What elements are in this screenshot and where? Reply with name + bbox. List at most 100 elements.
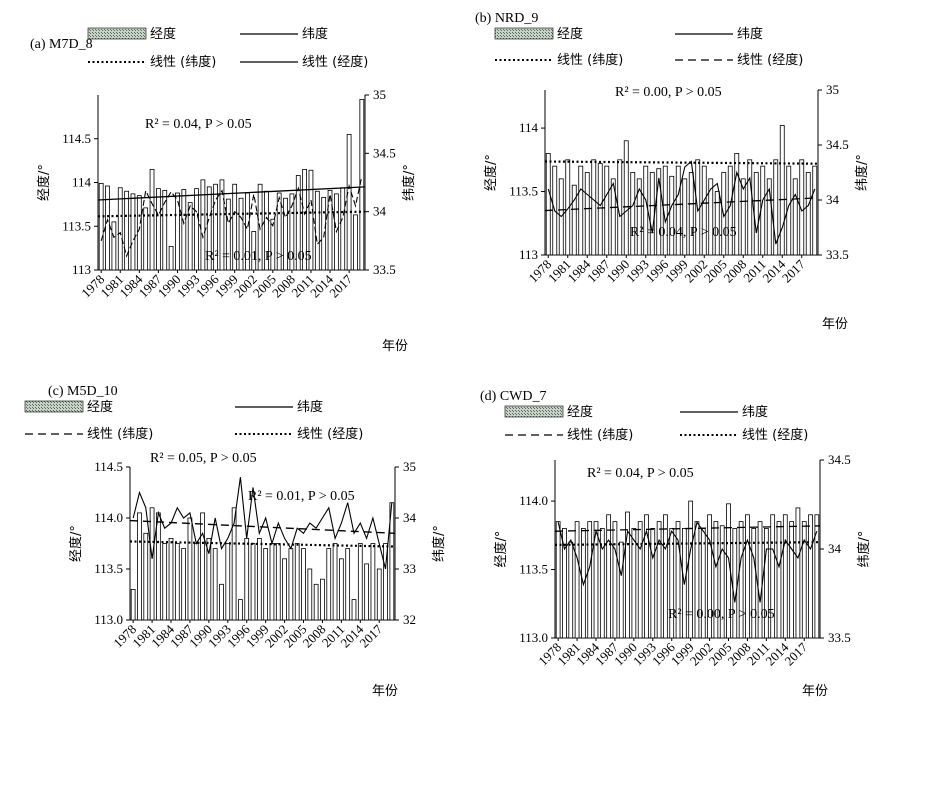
panel-title: (b) NRD_9 [475, 11, 538, 26]
bar-longitude-1994 [231, 507, 237, 621]
longitude-trend-line [97, 186, 366, 201]
bar-longitude-1997 [219, 179, 225, 271]
bar-longitude-2006 [307, 568, 313, 621]
legend-label-lat-trend: 线性 (纬度) [567, 427, 633, 443]
left-tick-label: 114.0 [519, 493, 548, 508]
bar-longitude-2012 [345, 548, 351, 621]
bar-longitude-2013 [776, 521, 782, 639]
latitude-stat: R² = 0.04, P > 0.05 [587, 466, 694, 481]
right-tick-label: 34 [826, 192, 840, 207]
bar-longitude-1983 [130, 193, 136, 271]
longitude-trend-line [554, 541, 821, 546]
bar-longitude-1979 [137, 512, 142, 621]
left-axis-label: 经度/° [68, 525, 84, 562]
right-tick-label: 33.5 [826, 247, 849, 262]
bar-longitude-2015 [789, 521, 794, 639]
bar-longitude-1999 [682, 178, 688, 256]
legend-label-lat-trend: 线性 (纬度) [150, 54, 216, 70]
right-axis-label: 纬度/° [401, 164, 417, 201]
latitude-stat: R² = 0.04, P > 0.05 [630, 225, 737, 240]
bar-longitude-2003 [708, 178, 714, 256]
left-axis-label: 经度/° [493, 531, 509, 568]
longitude-trend-line [129, 540, 396, 548]
left-tick-label: 113.5 [94, 561, 123, 576]
bar-longitude-2007 [734, 153, 740, 256]
bar-longitude-2010 [753, 172, 759, 256]
bar-longitude-1984 [168, 538, 174, 621]
latitude-stat: R² = 0.01, P > 0.05 [205, 249, 312, 264]
bar-longitude-2002 [701, 165, 707, 256]
left-tick-label: 113 [519, 247, 538, 262]
bar-longitude-1981 [574, 521, 580, 639]
longitude-stat: R² = 0.01, P > 0.05 [248, 489, 355, 504]
bar-longitude-2002 [282, 558, 287, 621]
legend-label-bar: 经度 [557, 26, 583, 42]
bar-longitude-2010 [302, 168, 307, 271]
bar-longitude-2009 [295, 175, 301, 271]
bar-longitude-2018 [805, 172, 811, 256]
bar-longitude-1983 [162, 543, 168, 621]
legend-label-lon-trend: 线性 (经度) [302, 54, 368, 70]
bar-longitude-2008 [740, 178, 746, 256]
right-tick-label: 33.5 [373, 262, 396, 277]
bar-longitude-1989 [200, 512, 205, 621]
bar-longitude-2007 [738, 521, 744, 639]
bar-longitude-2016 [370, 543, 376, 621]
legend-swatch-longitude [494, 27, 554, 40]
bar-longitude-1992 [644, 514, 649, 639]
bar-longitude-2010 [757, 521, 763, 639]
bar-longitude-2006 [727, 165, 733, 256]
bar-longitude-1980 [568, 541, 574, 639]
bar-longitude-1982 [571, 184, 577, 256]
right-tick-label: 32 [403, 612, 416, 627]
left-tick-label: 114 [72, 175, 92, 190]
bar-longitude-1978 [98, 182, 104, 271]
right-tick-label: 35 [403, 459, 416, 474]
bar-longitude-2005 [301, 548, 306, 621]
bar-longitude-1987 [156, 188, 161, 271]
right-tick-label: 34 [403, 510, 417, 525]
bar-longitude-2010 [332, 543, 338, 621]
x-axis-label: 年份 [822, 317, 848, 332]
left-axis-label: 经度/° [483, 154, 499, 191]
bar-longitude-2019 [812, 165, 818, 256]
left-tick-label: 113.5 [62, 218, 91, 233]
latitude-line [132, 477, 393, 570]
bar-longitude-1979 [105, 185, 110, 271]
bar-longitude-1996 [244, 538, 250, 621]
bar-longitude-2006 [276, 192, 282, 271]
legend-label-lat-line: 纬度 [297, 399, 323, 415]
bar-longitude-1995 [663, 514, 668, 639]
bar-longitude-2007 [283, 197, 288, 271]
bar-longitude-1980 [111, 221, 117, 271]
bar-longitude-2009 [747, 159, 753, 256]
left-tick-label: 114.5 [94, 459, 123, 474]
bar-longitude-2013 [773, 159, 779, 256]
x-axis-label: 年份 [372, 684, 398, 699]
legend-label-lat-line: 纬度 [742, 404, 768, 420]
legend-label-lat-line: 纬度 [302, 26, 328, 42]
bar-longitude-1993 [643, 165, 649, 256]
bar-longitude-1993 [225, 543, 231, 621]
left-axis-label: 经度/° [36, 164, 52, 201]
bar-longitude-2017 [346, 133, 352, 271]
bar-longitude-1998 [256, 538, 262, 621]
bar-longitude-2016 [795, 507, 801, 639]
bar-longitude-1978 [130, 589, 136, 621]
bar-longitude-1980 [143, 532, 149, 621]
bar-longitude-2012 [770, 514, 776, 639]
legend-label-lon-trend: 线性 (经度) [737, 52, 803, 68]
bar-longitude-2009 [751, 528, 757, 639]
bar-longitude-2011 [760, 165, 766, 256]
longitude-stat: R² = 0.04, P > 0.05 [145, 117, 252, 132]
bar-longitude-2014 [327, 189, 333, 271]
bar-longitude-1985 [143, 207, 149, 271]
bar-longitude-2014 [782, 514, 788, 639]
x-tick-label: 2017 [326, 271, 355, 300]
bar-longitude-2000 [688, 172, 694, 256]
legend-swatch-longitude [24, 400, 84, 413]
